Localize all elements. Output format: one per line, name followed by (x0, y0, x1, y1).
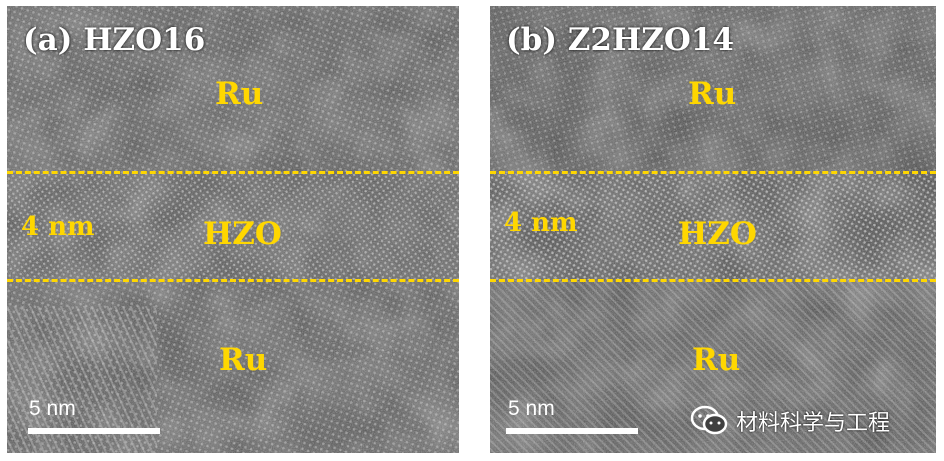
lower-interface-line (7, 279, 459, 282)
scale-bar-label: 5 nm (508, 397, 555, 420)
tem-panel-b: (b) Z2HZO14 Ru 4 nm HZO Ru 5 nm (490, 6, 936, 453)
panel-title: (b) Z2HZO14 (506, 22, 735, 58)
watermark: 材料科学与工程 (690, 404, 890, 438)
watermark-text: 材料科学与工程 (736, 411, 891, 436)
lower-interface-line (490, 279, 936, 282)
upper-interface-line (490, 171, 936, 174)
scale-bar (506, 428, 638, 434)
bottom-layer-label: Ru (692, 342, 741, 378)
thickness-label: 4 nm (504, 208, 578, 238)
scale-bar-label: 5 nm (29, 397, 76, 420)
tem-panel-a: (a) HZO16 Ru 4 nm HZO Ru 5 nm (7, 6, 459, 453)
middle-layer-label: HZO (203, 216, 282, 252)
middle-layer-label: HZO (678, 216, 757, 252)
wechat-icon (690, 405, 728, 435)
bottom-layer-label: Ru (219, 342, 268, 378)
panel-title: (a) HZO16 (23, 22, 206, 58)
top-layer-label: Ru (688, 76, 737, 112)
tem-lattice-image-b (490, 6, 936, 453)
upper-interface-line (7, 171, 459, 174)
top-layer-label: Ru (215, 76, 264, 112)
scale-bar (28, 428, 160, 434)
thickness-label: 4 nm (21, 212, 95, 242)
